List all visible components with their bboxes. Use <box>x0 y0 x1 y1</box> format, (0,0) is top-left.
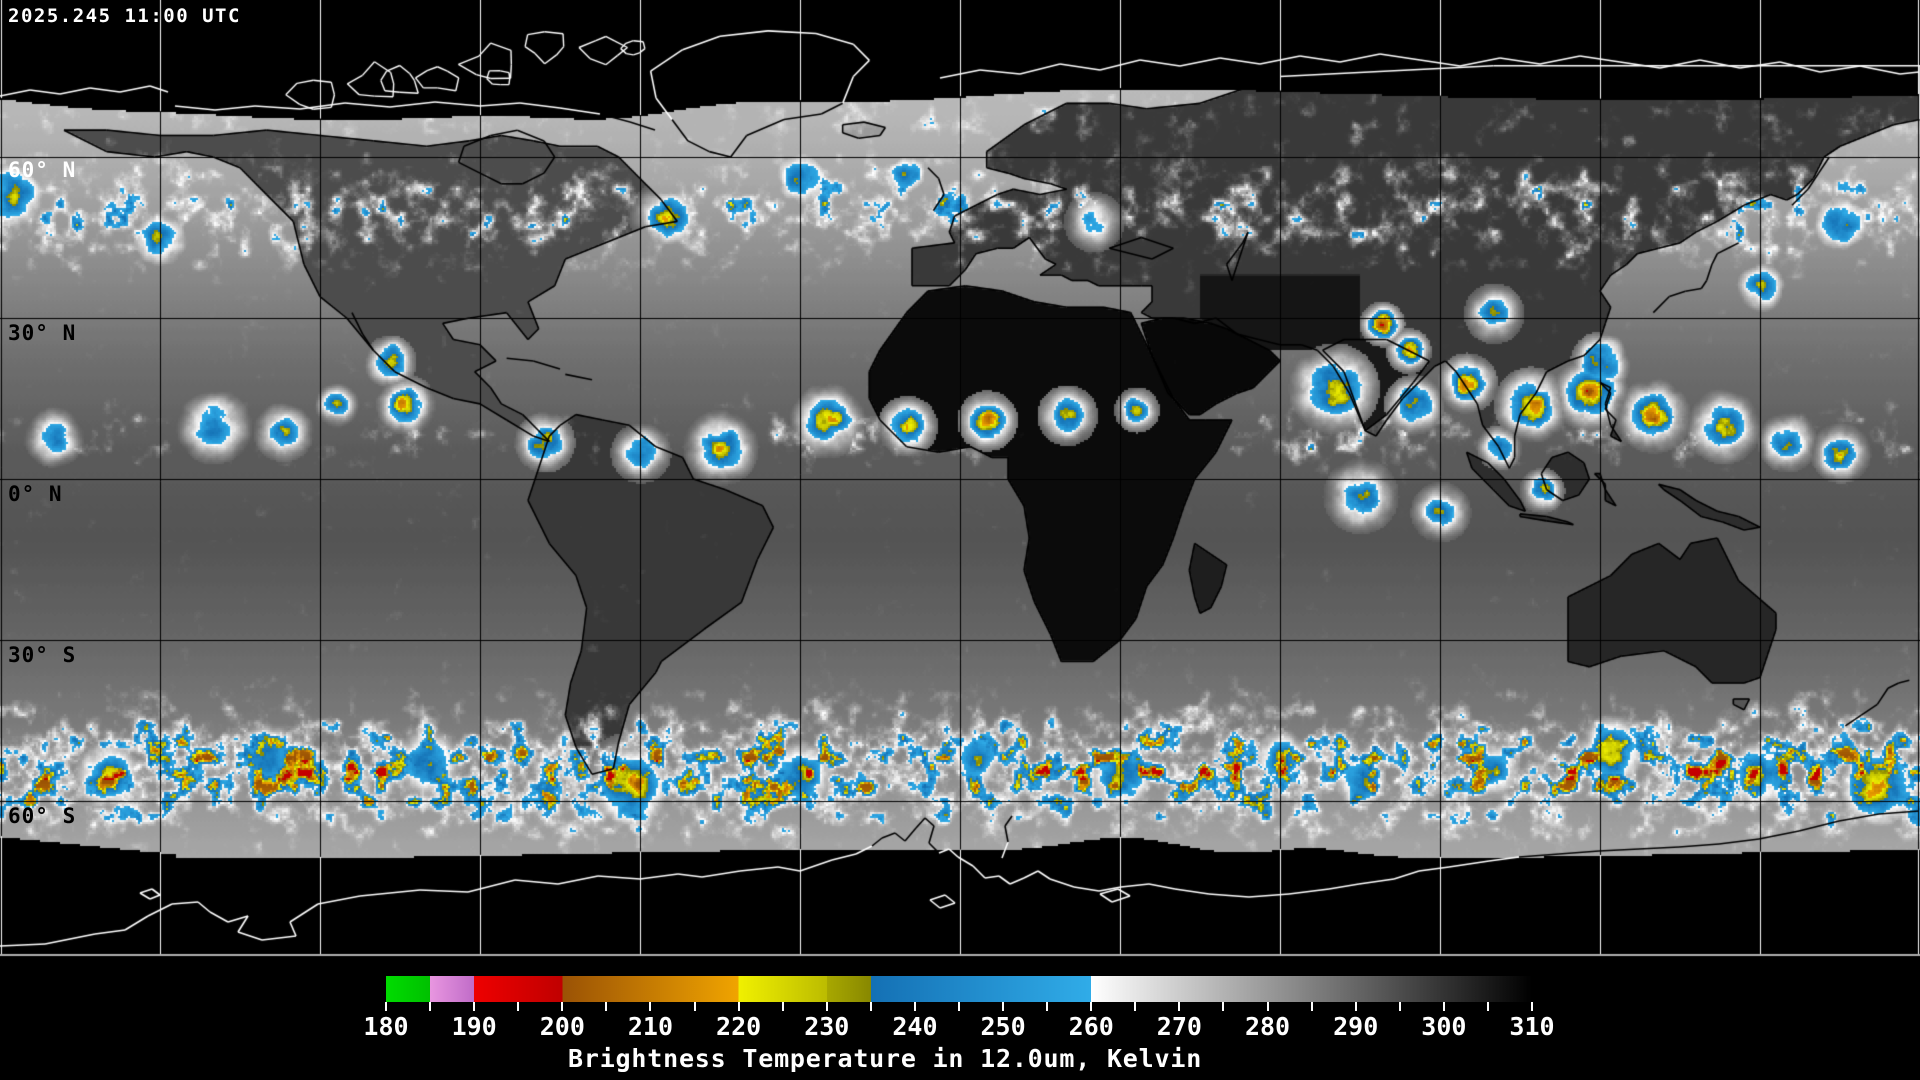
latitude-label: 30° S <box>8 643 77 667</box>
latitude-label: 60° N <box>8 158 77 182</box>
timestamp-label: 2025.245 11:00 UTC <box>8 5 241 27</box>
latitude-label: 30° N <box>8 321 77 345</box>
latitude-label: 60° S <box>8 804 77 828</box>
latitude-label: 0° N <box>8 482 63 506</box>
